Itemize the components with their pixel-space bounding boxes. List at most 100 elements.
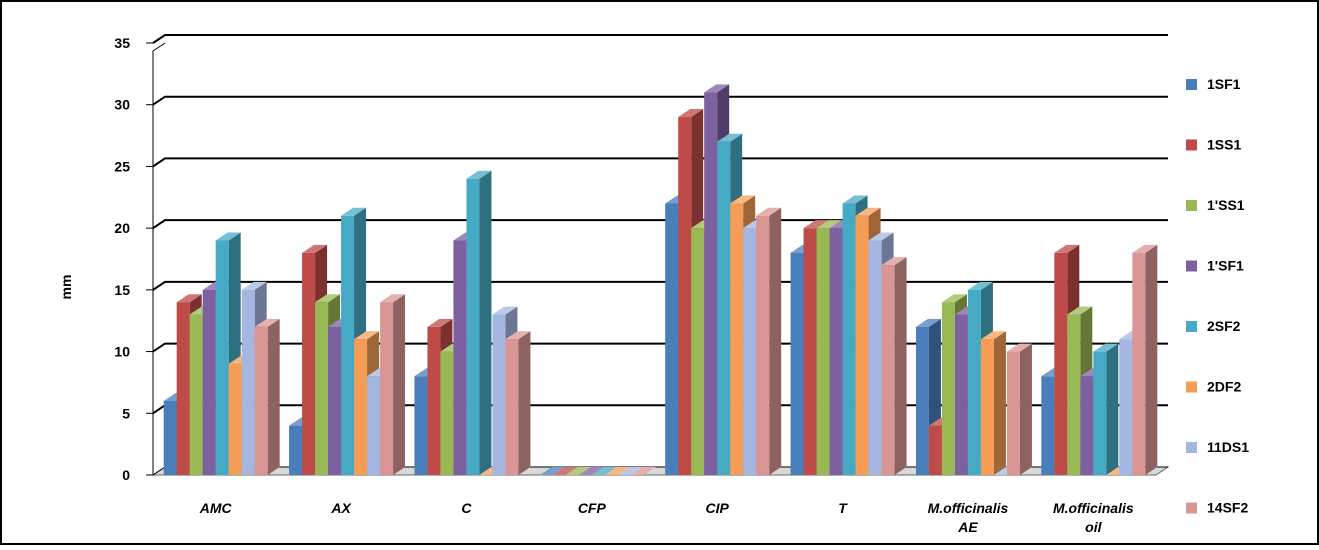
bar-front [354, 339, 368, 475]
legend-swatch [1186, 381, 1197, 393]
bar [539, 467, 565, 475]
bar-top [704, 84, 730, 93]
bar-top [881, 257, 907, 266]
bar-top [380, 294, 406, 303]
bar-front [1080, 376, 1094, 475]
bar [505, 331, 531, 475]
legend-label: 14SF2 [1207, 500, 1248, 516]
bar-front [730, 203, 744, 475]
legend-label: 2SF2 [1207, 318, 1241, 334]
bar-front [176, 302, 190, 475]
bar-top [941, 294, 967, 303]
legend-item: 1'SF1 [1186, 258, 1244, 274]
bar-front [803, 228, 817, 475]
bar [604, 467, 630, 475]
bar-front [941, 302, 955, 475]
bar-front [380, 302, 394, 475]
bar [552, 467, 578, 475]
bar-top [1093, 343, 1119, 352]
bar-top [1006, 343, 1032, 352]
bar-front [1067, 314, 1081, 475]
bar-top [427, 318, 453, 327]
bar-front [466, 178, 480, 475]
bar-front [717, 141, 731, 475]
bars [163, 84, 1158, 476]
bar-top [215, 232, 241, 241]
x-category-label: AX [330, 500, 352, 516]
legend-label: 1'SF1 [1207, 258, 1244, 274]
bar-front [954, 314, 968, 475]
bar-front [1093, 351, 1107, 475]
bar-top [1054, 244, 1080, 253]
legend-swatch [1186, 79, 1197, 90]
bar-front [743, 228, 757, 475]
bar-top [241, 281, 267, 290]
bar-front [868, 240, 882, 475]
legend-swatch [1186, 321, 1197, 332]
legend-item: 1SS1 [1186, 137, 1241, 153]
bar-side [267, 318, 280, 475]
bar-front [367, 376, 381, 475]
bar-top [980, 331, 1006, 340]
bar-front [505, 339, 519, 475]
bar-front [881, 265, 895, 475]
bar-front [704, 92, 718, 475]
bar-side [393, 294, 406, 475]
bar-top [315, 294, 341, 303]
bar-front [691, 228, 705, 475]
bar-front [1041, 376, 1055, 475]
gridline [152, 34, 1168, 44]
bar-top [552, 467, 578, 475]
y-tick-label: 10 [114, 344, 130, 360]
legend-item: 1'SS1 [1186, 197, 1245, 213]
bar-top [176, 294, 202, 303]
x-axis-categories: AMC AX C CFP CIP T M.officinalis AE M.officinali… [199, 500, 1134, 535]
bar [254, 318, 280, 475]
bar-front [665, 203, 679, 475]
bar-front [163, 400, 177, 475]
bar-front [202, 289, 216, 475]
bar [617, 467, 643, 475]
y-tick-label: 20 [114, 220, 130, 236]
bar-top [578, 467, 604, 475]
bar-top [492, 306, 518, 315]
bar-top [756, 207, 782, 216]
legend-item: 1SF1 [1186, 76, 1241, 92]
x-category-label: AMC [199, 500, 233, 516]
bar [630, 467, 656, 475]
y-tick-label: 25 [114, 158, 130, 174]
bar-top [868, 232, 894, 241]
bar-top [1132, 244, 1158, 253]
x-category-label: C [461, 500, 472, 516]
legend-item: 2DF2 [1186, 379, 1241, 395]
bar [466, 170, 492, 475]
bar-top [591, 467, 617, 475]
bar-top [565, 467, 591, 475]
bar-side [479, 170, 492, 475]
y-tick-label: 35 [114, 35, 130, 51]
bar-front [1006, 351, 1020, 475]
bar-top [302, 244, 328, 253]
bar-top [341, 207, 367, 216]
bar [756, 207, 782, 476]
bar-front [915, 326, 929, 475]
bar-front [215, 240, 229, 475]
bar-front [1119, 339, 1133, 475]
bar-front [967, 289, 981, 475]
bar-top [604, 467, 630, 475]
bar-front [241, 289, 255, 475]
bar [1093, 343, 1119, 475]
bar-front [254, 326, 268, 475]
bar [578, 467, 604, 475]
bar-top [539, 467, 565, 475]
legend-label: 2DF2 [1207, 379, 1241, 395]
legend-label: 1SS1 [1207, 137, 1241, 153]
bar-top [630, 467, 656, 475]
bar-front [928, 425, 942, 475]
bar-top [967, 281, 993, 290]
bar-front [427, 326, 441, 475]
bar-top [842, 195, 868, 204]
bar [1006, 343, 1032, 475]
